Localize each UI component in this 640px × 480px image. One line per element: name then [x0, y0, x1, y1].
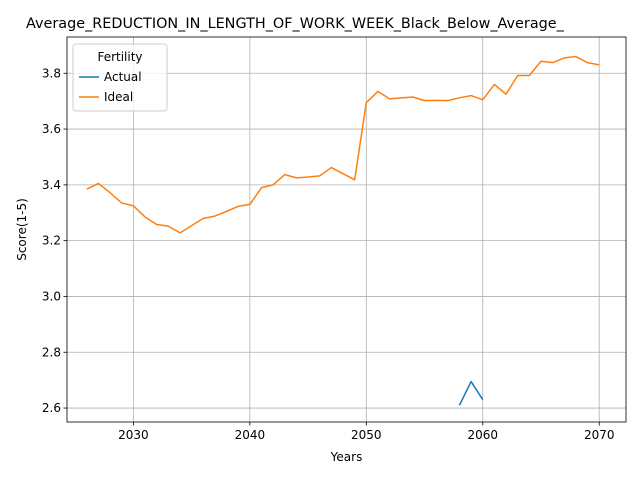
- x-tick-label: 2070: [584, 428, 615, 442]
- y-tick-label: 3.6: [42, 122, 61, 136]
- y-tick-label: 2.8: [42, 345, 61, 359]
- x-tick-label: 2050: [351, 428, 382, 442]
- legend: Fertility Actual Ideal: [72, 43, 168, 112]
- chart-title: Average_REDUCTION_IN_LENGTH_OF_WORK_WEEK…: [26, 16, 565, 32]
- legend-box: [72, 43, 168, 112]
- axis-ticks: 2030 2040 2050 2060 2070 2.6 2.8 3.0 3.2 3.4 3.6 3.…: [42, 66, 615, 442]
- series-line-actual: [458, 380, 484, 406]
- y-tick-label: 2.6: [42, 401, 61, 415]
- y-tick-label: 3.4: [42, 178, 61, 192]
- plot-frame: [66, 36, 627, 423]
- legend-label-actual: Actual: [104, 70, 142, 84]
- y-tick-label: 3.8: [42, 66, 61, 80]
- x-tick-label: 2060: [467, 428, 498, 442]
- series-line-ideal: [86, 55, 600, 234]
- y-tick-label: 3.0: [42, 289, 61, 303]
- x-axis-label: Years: [330, 450, 363, 464]
- x-tick-label: 2040: [235, 428, 266, 442]
- legend-label-ideal: Ideal: [104, 90, 133, 104]
- x-tick-label: 2030: [118, 428, 149, 442]
- series-lines: [86, 55, 600, 406]
- legend-title: Fertility: [97, 50, 142, 64]
- y-tick-label: 3.2: [42, 234, 61, 248]
- y-axis-label: Score(1-5): [15, 198, 29, 261]
- legend-entries: Actual Ideal: [79, 70, 142, 104]
